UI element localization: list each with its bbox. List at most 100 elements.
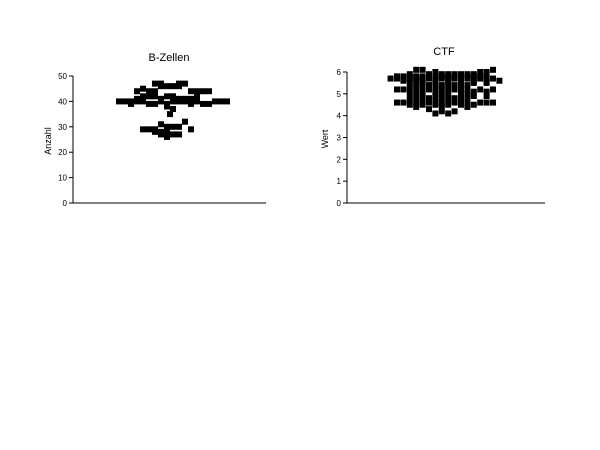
y-tick-label: 0: [337, 199, 342, 208]
y-tick-label: 50: [58, 72, 67, 81]
data-point: [140, 98, 146, 105]
data-point: [164, 93, 170, 100]
data-point: [483, 88, 490, 95]
data-point: [170, 93, 176, 100]
data-point: [470, 101, 477, 108]
chart-title: CTF: [433, 46, 455, 58]
data-point: [464, 75, 471, 82]
data-point: [464, 82, 471, 89]
data-point: [470, 79, 477, 86]
data-point: [470, 93, 477, 100]
data-point: [406, 84, 413, 91]
data-point: [158, 83, 164, 90]
y-tick-label: 4: [337, 112, 342, 121]
data-point: [464, 95, 471, 102]
y-tick-label: 20: [58, 148, 67, 157]
y-tick-label: 6: [337, 68, 342, 77]
y-axis-label: Wert: [320, 129, 330, 148]
data-point: [426, 99, 432, 106]
data-point: [218, 98, 224, 105]
data-point: [451, 99, 458, 106]
y-tick-label: 10: [58, 174, 67, 183]
data-point: [426, 95, 432, 102]
data-point: [122, 98, 128, 105]
data-point: [134, 88, 140, 95]
data-point: [400, 77, 407, 84]
data-point: [477, 86, 484, 93]
data-point: [419, 101, 426, 108]
data-point: [413, 99, 420, 106]
chart-title: B-Zellen: [149, 52, 190, 64]
data-point: [483, 79, 490, 86]
data-point: [200, 88, 206, 95]
data-point: [445, 84, 452, 91]
data-point: [483, 69, 490, 75]
data-point: [158, 121, 164, 128]
data-point: [194, 93, 200, 100]
data-point: [464, 103, 471, 110]
y-tick-label: 3: [337, 134, 342, 143]
data-point: [490, 99, 496, 106]
data-point: [406, 93, 413, 100]
data-point: [140, 93, 146, 100]
data-point: [164, 133, 170, 140]
data-point: [188, 126, 194, 133]
y-tick-label: 0: [63, 199, 68, 208]
data-point: [194, 98, 200, 105]
data-point: [477, 69, 484, 75]
data-point: [483, 93, 490, 100]
data-point: [445, 97, 452, 104]
data-point: [152, 100, 158, 107]
y-tick-label: 1: [337, 177, 342, 186]
data-point: [413, 95, 420, 102]
data-point: [464, 90, 471, 97]
data-point: [176, 123, 182, 130]
data-point: [140, 85, 146, 92]
data-point: [413, 103, 420, 110]
data-point: [116, 98, 122, 105]
data-point: [496, 77, 503, 84]
data-point: [224, 98, 230, 105]
data-point: [170, 83, 176, 90]
data-point: [200, 100, 206, 107]
data-point: [432, 88, 439, 95]
data-point: [140, 126, 146, 133]
data-point: [451, 108, 458, 115]
data-point: [419, 97, 426, 104]
data-point: [451, 95, 458, 102]
y-tick-label: 2: [337, 155, 342, 164]
data-point: [188, 95, 194, 102]
data-point: [490, 66, 496, 73]
data-point: [438, 75, 445, 82]
data-point: [451, 82, 458, 89]
y-axis-label: Anzahl: [43, 127, 53, 155]
data-point: [451, 86, 458, 93]
data-point: [158, 131, 164, 138]
data-point: [146, 100, 152, 107]
data-point: [182, 98, 188, 105]
data-point: [152, 93, 158, 100]
data-point: [445, 88, 452, 95]
data-point: [419, 88, 426, 95]
data-point: [413, 82, 420, 89]
data-point: [477, 75, 484, 82]
chart-ctf: CTF Wert 0 1 2 3 4 5 6: [320, 46, 545, 208]
data-point: [464, 99, 471, 106]
data-point: [182, 118, 188, 125]
data-point: [206, 88, 212, 95]
data-point: [438, 86, 445, 93]
data-point: [438, 108, 445, 115]
data-point: [458, 79, 464, 86]
data-point: [413, 90, 420, 97]
data-point: [426, 82, 432, 89]
data-point: [432, 110, 439, 117]
data-point: [400, 86, 407, 93]
y-tick-label: 5: [337, 90, 342, 99]
data-point: [451, 75, 458, 82]
data-point: [490, 75, 496, 82]
data-point: [400, 99, 407, 106]
data-point: [394, 99, 400, 106]
data-point: [432, 93, 439, 100]
data-point: [164, 128, 170, 135]
data-point: [445, 110, 452, 117]
